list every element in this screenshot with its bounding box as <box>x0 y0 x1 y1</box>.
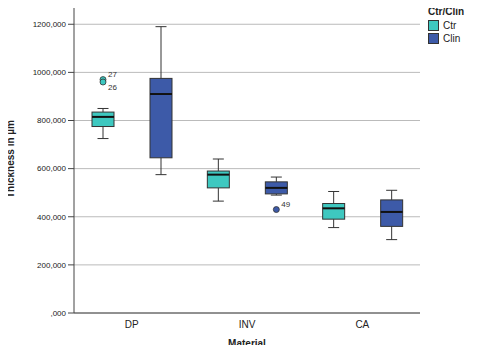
svg-text:Thickness in µm: Thickness in µm <box>8 120 16 198</box>
svg-text:200,000: 200,000 <box>37 261 66 270</box>
html-text:Ctr: Ctr <box>443 20 457 31</box>
svg-text:27: 27 <box>108 70 117 79</box>
svg-text:INV: INV <box>239 319 256 330</box>
svg-text:1000,000: 1000,000 <box>33 68 67 77</box>
svg-text:49: 49 <box>281 200 290 209</box>
html-text:Ctr/Clin: Ctr/Clin <box>428 6 465 17</box>
svg-text:DP: DP <box>125 319 139 330</box>
svg-text:400,000: 400,000 <box>37 213 66 222</box>
svg-text:600,000: 600,000 <box>37 164 66 173</box>
svg-text:,000: ,000 <box>50 309 66 318</box>
html-text:Clin: Clin <box>443 33 461 44</box>
svg-text:1200,000: 1200,000 <box>33 20 67 29</box>
svg-text:800,000: 800,000 <box>37 116 66 125</box>
svg-text:CA: CA <box>355 319 369 330</box>
svg-text:26: 26 <box>108 83 117 92</box>
svg-text:Material: Material <box>228 338 266 345</box>
